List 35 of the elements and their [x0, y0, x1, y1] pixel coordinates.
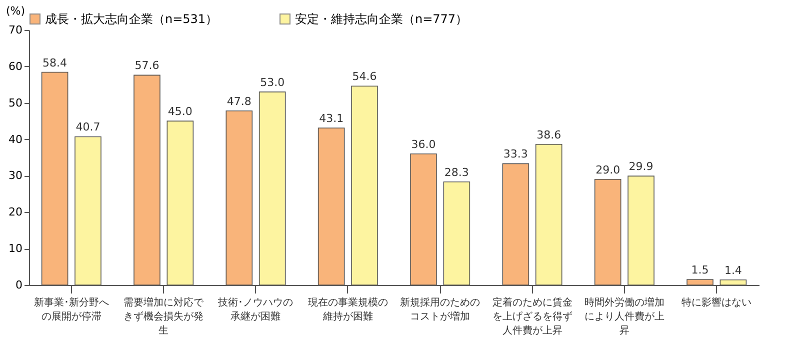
data-label: 1.5: [691, 264, 709, 277]
y-tick-label: 10: [8, 242, 22, 256]
data-label: 47.8: [226, 94, 252, 108]
data-label: 57.6: [134, 59, 160, 72]
x-tick-label: 現在の事業規模の維持が困難: [308, 296, 388, 322]
legend-label: 安定・維持志向企業（n=777）: [295, 12, 468, 26]
legend-label: 成長・拡大志向企業（n=531）: [45, 12, 218, 26]
y-tick-label: 30: [8, 169, 22, 182]
x-tick-label: 技術･ノウハウの承継が困難: [217, 296, 294, 322]
data-label: 1.4: [724, 264, 742, 277]
x-tick-label: 需要増加に対応できず機会損失が発生: [124, 296, 205, 336]
data-label: 28.3: [444, 166, 469, 179]
data-label: 40.7: [76, 120, 100, 134]
data-label: 43.1: [319, 112, 344, 125]
data-label: 36.0: [411, 138, 436, 151]
data-label: 33.3: [503, 148, 528, 161]
data-label: 29.9: [628, 160, 654, 174]
y-tick-label: 70: [8, 24, 22, 36]
x-tick-label: 時間外労働の増加により人件費が上昇: [584, 296, 664, 336]
y-tick-label: 60: [8, 60, 22, 73]
y-tick-label: 40: [8, 132, 22, 146]
data-label: 45.0: [168, 105, 192, 118]
x-tick-label: 定着のために賃金を上げざるを得ず人件費が上昇: [492, 296, 572, 336]
data-label: 38.6: [536, 128, 562, 142]
y-axis-title: (%): [6, 4, 26, 18]
x-tick-label: 特に影響はない: [682, 296, 752, 308]
data-label: 29.0: [596, 163, 620, 176]
data-label: 58.4: [42, 56, 68, 70]
data-label: 53.0: [260, 76, 285, 89]
y-tick-label: 50: [8, 96, 22, 110]
data-label: 54.6: [352, 70, 377, 84]
x-tick-label: 新規採用のためのコストが増加: [400, 296, 480, 322]
x-tick-label: 新事業･新分野への展開が停滞: [34, 296, 109, 322]
y-tick-label: 0: [16, 278, 22, 292]
y-tick-label: 20: [8, 206, 22, 219]
